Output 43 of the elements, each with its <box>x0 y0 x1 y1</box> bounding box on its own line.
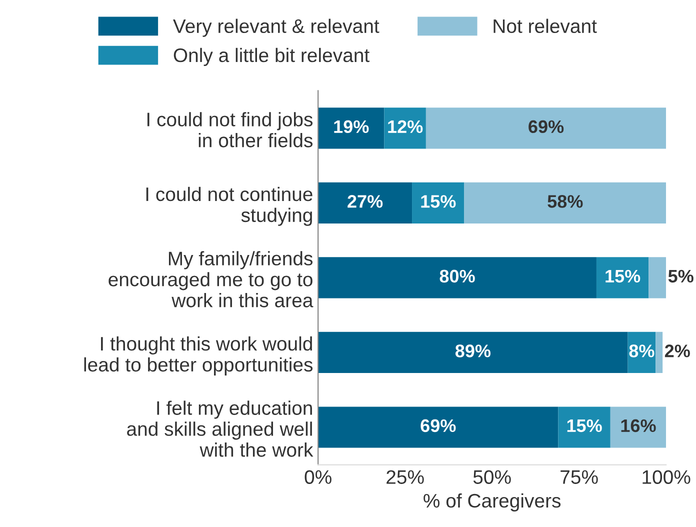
data-label: 5% <box>668 270 694 283</box>
bar <box>318 108 384 149</box>
data-label: 89% <box>455 344 491 358</box>
bar <box>596 257 649 298</box>
data-label: 2% <box>664 344 690 358</box>
x-tick-label: 25% <box>386 470 424 484</box>
data-label: 69% <box>420 419 456 432</box>
y-tick-label: I felt my education and skills aligned well with the work <box>127 400 314 457</box>
data-label: 15% <box>567 419 602 432</box>
y-tick-label: I could not continue studying <box>146 186 312 226</box>
bar <box>426 108 666 149</box>
x-tick-label: 100% <box>642 470 690 484</box>
x-tick-label: 75% <box>560 470 598 484</box>
x-tick-label: 50% <box>473 470 511 484</box>
y-tick-label: My family/friends encouraged me to go to work in this area <box>108 251 314 308</box>
bar <box>610 406 666 448</box>
bar <box>464 182 666 224</box>
legend-label: Only a little bit relevant <box>174 48 370 66</box>
bar <box>318 332 628 374</box>
y-tick-label: I thought this work would lead to better opportunities <box>84 336 313 376</box>
data-label: 80% <box>440 270 475 283</box>
bar <box>318 406 558 448</box>
data-label: 19% <box>334 120 369 134</box>
data-label: 15% <box>421 195 456 208</box>
data-label: 12% <box>388 120 423 134</box>
bar <box>318 257 596 298</box>
data-label: 27% <box>348 195 383 208</box>
legend-label: Not relevant <box>494 18 597 34</box>
data-label: 58% <box>548 195 583 208</box>
x-tick-label: 0% <box>304 470 332 484</box>
bar <box>384 108 426 149</box>
data-label: 15% <box>606 270 640 283</box>
bar <box>648 257 666 298</box>
data-label: 8% <box>629 344 654 358</box>
legend-label: Very relevant & relevant <box>173 18 380 37</box>
bar <box>412 182 464 224</box>
bar <box>558 406 610 448</box>
data-label: 69% <box>528 120 564 134</box>
x-axis-title: % of Caregivers <box>424 493 561 512</box>
y-tick-label: I could not find jobs in other fields <box>147 112 313 148</box>
data-label: 16% <box>621 419 656 432</box>
bar <box>318 182 412 224</box>
bar <box>656 332 663 374</box>
